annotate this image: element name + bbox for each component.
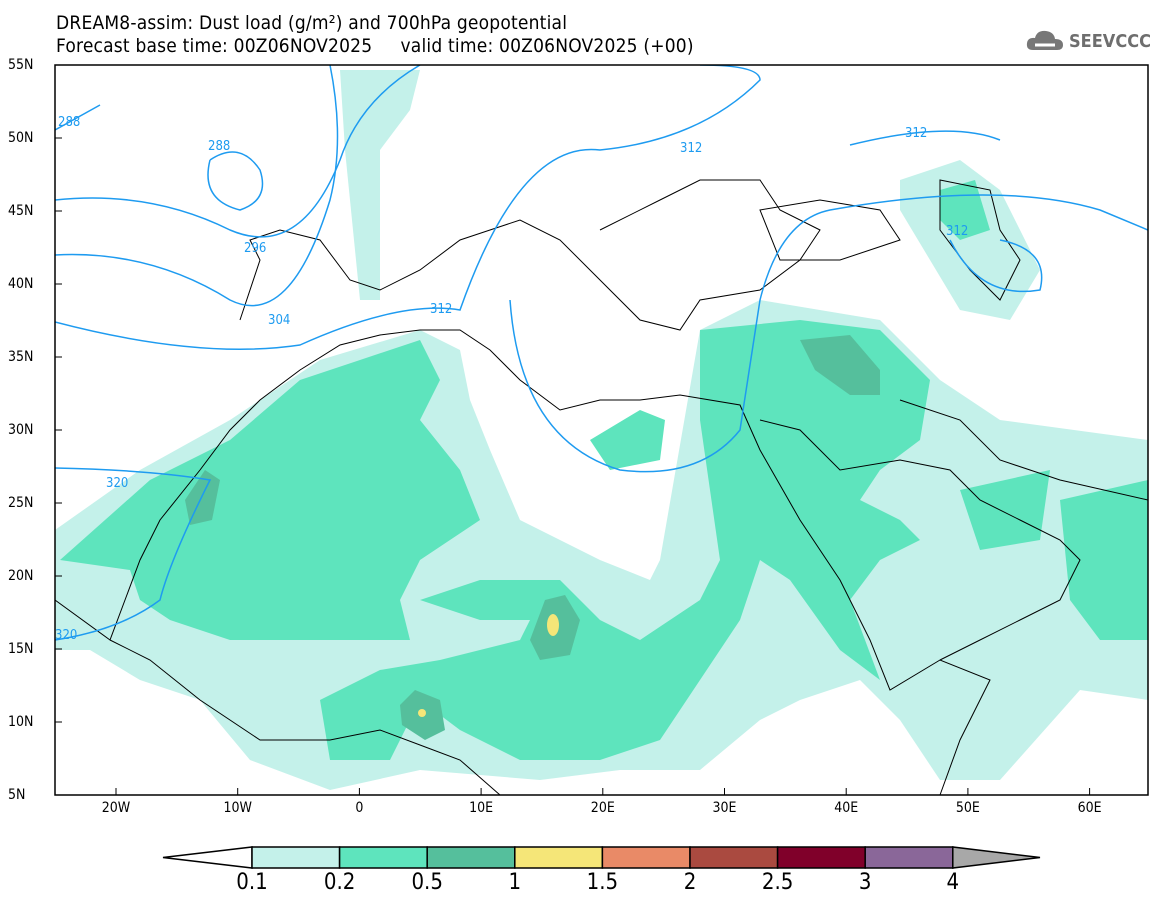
seevccc-logo: SEEVCCC: [1025, 28, 1151, 54]
dust-area-medium: [320, 320, 930, 760]
dust-area-yellow: [547, 614, 559, 636]
logo-text: SEEVCCC: [1069, 30, 1151, 52]
dust-layer: [55, 70, 1148, 790]
dust-area-medium: [60, 340, 480, 640]
lon-tick-label: 20E: [590, 800, 615, 816]
contour-296: [55, 65, 421, 238]
contour-label: 320: [106, 476, 128, 491]
coastlines: [55, 179, 1148, 795]
colorbar-tick-label: 2: [683, 870, 697, 895]
cloud-icon: [1026, 30, 1064, 50]
contour-288: [55, 104, 101, 131]
contour-label: 312: [946, 224, 968, 239]
contour-320: [55, 467, 212, 641]
colorbar-tick-label: 3: [858, 870, 872, 895]
dust-area-yellow: [418, 709, 426, 717]
coastline-europe: [239, 179, 821, 331]
coastline-caspian: [939, 179, 1021, 301]
geopotential-contours: [55, 65, 1148, 641]
axis-ticks: [55, 64, 1091, 796]
contour-label: 304: [268, 313, 290, 328]
contour-label: 312: [430, 302, 452, 317]
contour-label: 312: [905, 126, 927, 141]
lat-tick-label: 15N: [8, 641, 34, 657]
lat-tick-label: 25N: [8, 495, 34, 511]
colorbar-segment: [426, 846, 516, 869]
colorbar-segment: [251, 846, 341, 869]
contour-312: [509, 194, 1148, 473]
contour-label: 288: [208, 139, 230, 154]
lon-tick-label: 10E: [469, 800, 494, 816]
colorbar: [162, 846, 1041, 869]
lon-tick-label: 40E: [834, 800, 859, 816]
lon-tick-label: 20W: [101, 800, 131, 816]
contour-304: [55, 65, 339, 307]
lat-tick-label: 10N: [8, 714, 34, 730]
colorbar-segment: [514, 846, 604, 869]
forecast-times: Forecast base time: 00Z06NOV2025 valid t…: [56, 35, 694, 57]
contour-label: 296: [244, 241, 266, 256]
dust-area-light: [900, 160, 1040, 320]
lat-tick-label: 5N: [8, 787, 26, 803]
colorbar-tick-label: 0.5: [411, 870, 443, 895]
lon-tick-label: 30E: [712, 800, 737, 816]
coastline-blacksea: [759, 199, 901, 261]
lat-tick-label: 20N: [8, 568, 34, 584]
contour-312: [949, 239, 1043, 293]
colorbar-segment: [864, 846, 954, 869]
dust-area-dark: [800, 335, 880, 395]
contour-label: 320: [55, 628, 77, 643]
lat-tick-label: 30N: [8, 422, 34, 438]
lon-tick-label: 60E: [1077, 800, 1102, 816]
lat-tick-label: 35N: [8, 349, 34, 365]
lat-tick-label: 50N: [8, 130, 34, 146]
lat-tick-label: 45N: [8, 203, 34, 219]
coastline-persia: [899, 399, 1148, 501]
dust-area-light: [340, 70, 420, 300]
colorbar-tick-label: 4: [946, 870, 960, 895]
lon-tick-label: 0: [355, 800, 364, 816]
lat-tick-label: 40N: [8, 276, 34, 292]
coastline-westafrica: [109, 639, 501, 795]
lon-tick-label: 50E: [955, 800, 980, 816]
contour-288: [207, 151, 264, 211]
colorbar-tick-label: 1.5: [586, 870, 619, 895]
dust-area-medium: [960, 470, 1050, 550]
colorbar-segment: [776, 846, 866, 869]
contour-312: [849, 130, 1001, 146]
colorbar-segment: [601, 846, 691, 869]
coastline-africa: [55, 329, 991, 795]
lon-tick-label: 10W: [223, 800, 252, 816]
dust-area-medium: [590, 410, 665, 470]
colorbar-tick-label: 0.2: [323, 870, 356, 895]
contour-labels: 288 288 296 304 312 312 312 312 320 320: [55, 115, 968, 643]
colorbar-segment: [689, 846, 779, 869]
coastline-arabia: [759, 419, 1081, 661]
colorbar-under-arrow: [162, 846, 253, 869]
contour-label: 288: [58, 115, 80, 130]
contour-312: [55, 65, 761, 350]
dust-area-medium: [1060, 480, 1148, 640]
colorbar-over-arrow: [952, 846, 1041, 869]
colorbar-tick-label: 0.1: [236, 870, 268, 895]
lat-tick-label: 55N: [8, 57, 34, 73]
colorbar-tick-label: 1: [508, 870, 522, 895]
contour-label: 312: [680, 141, 702, 156]
dust-area-dark: [185, 470, 220, 525]
map-title: DREAM8-assim: Dust load (g/m²) and 700hP…: [56, 12, 568, 34]
colorbar-segment: [338, 846, 428, 869]
colorbar-tick-label: 2.5: [761, 870, 794, 895]
